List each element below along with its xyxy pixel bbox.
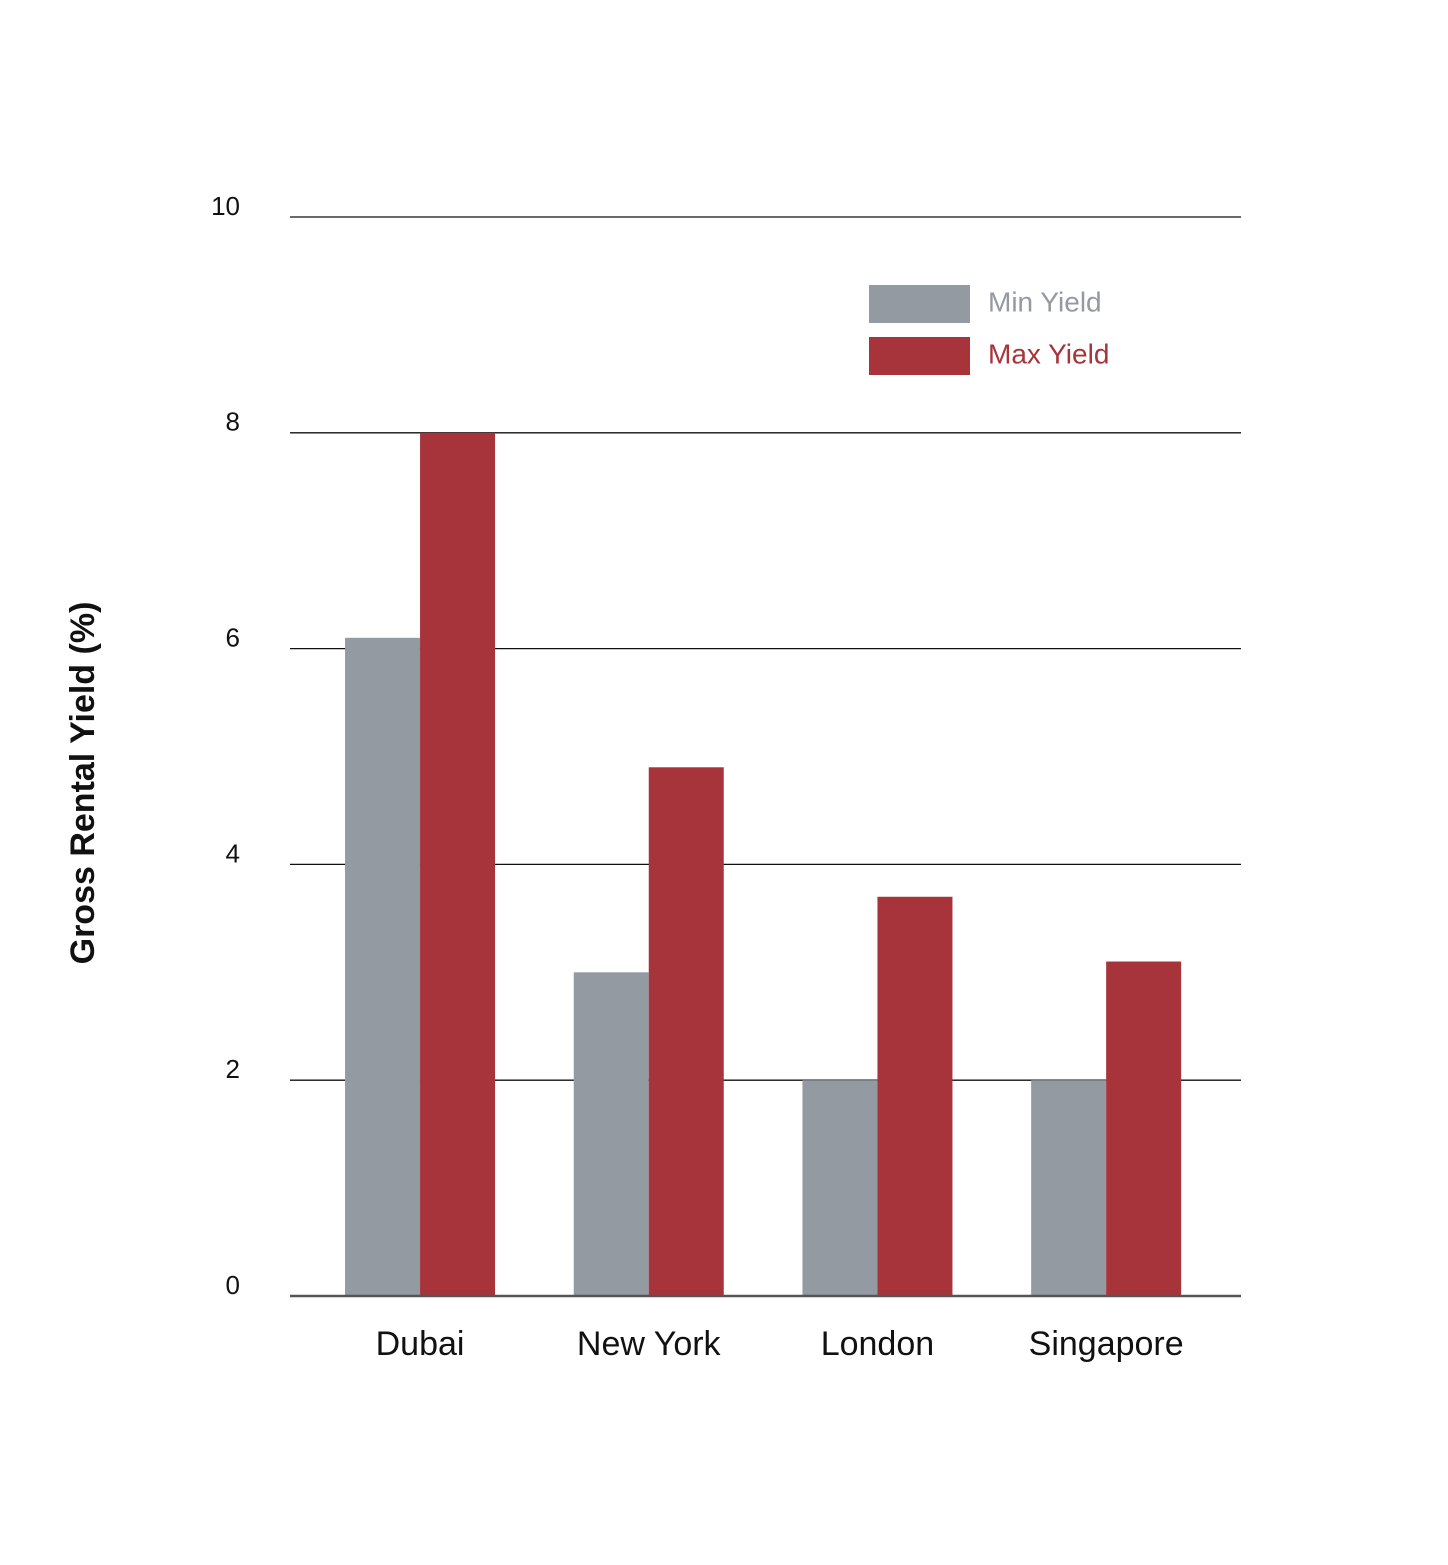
bar (345, 637, 421, 1296)
y-tick-label: 0 (226, 1270, 240, 1300)
x-tick-label: Dubai (376, 1325, 465, 1363)
legend-swatch (869, 285, 970, 323)
x-tick-label: New York (577, 1325, 722, 1363)
y-tick-label: 2 (226, 1054, 240, 1084)
bar (420, 432, 496, 1296)
bar (1106, 961, 1182, 1296)
x-tick-label: London (821, 1325, 934, 1363)
y-axis-label: Gross Rental Yield (%) (64, 602, 102, 965)
legend-label: Min Yield (988, 286, 1102, 317)
x-tick-label: Singapore (1029, 1325, 1184, 1363)
bar (1031, 1080, 1107, 1296)
y-tick-label: 6 (226, 622, 240, 652)
bar (877, 896, 953, 1296)
y-tick-label: 8 (226, 407, 240, 437)
y-tick-label: 10 (211, 191, 240, 221)
y-tick-label: 4 (226, 838, 240, 868)
bar (802, 1080, 878, 1296)
legend-swatch (869, 337, 970, 375)
bar (648, 767, 724, 1296)
bar (573, 972, 649, 1296)
legend-label: Max Yield (988, 338, 1109, 369)
